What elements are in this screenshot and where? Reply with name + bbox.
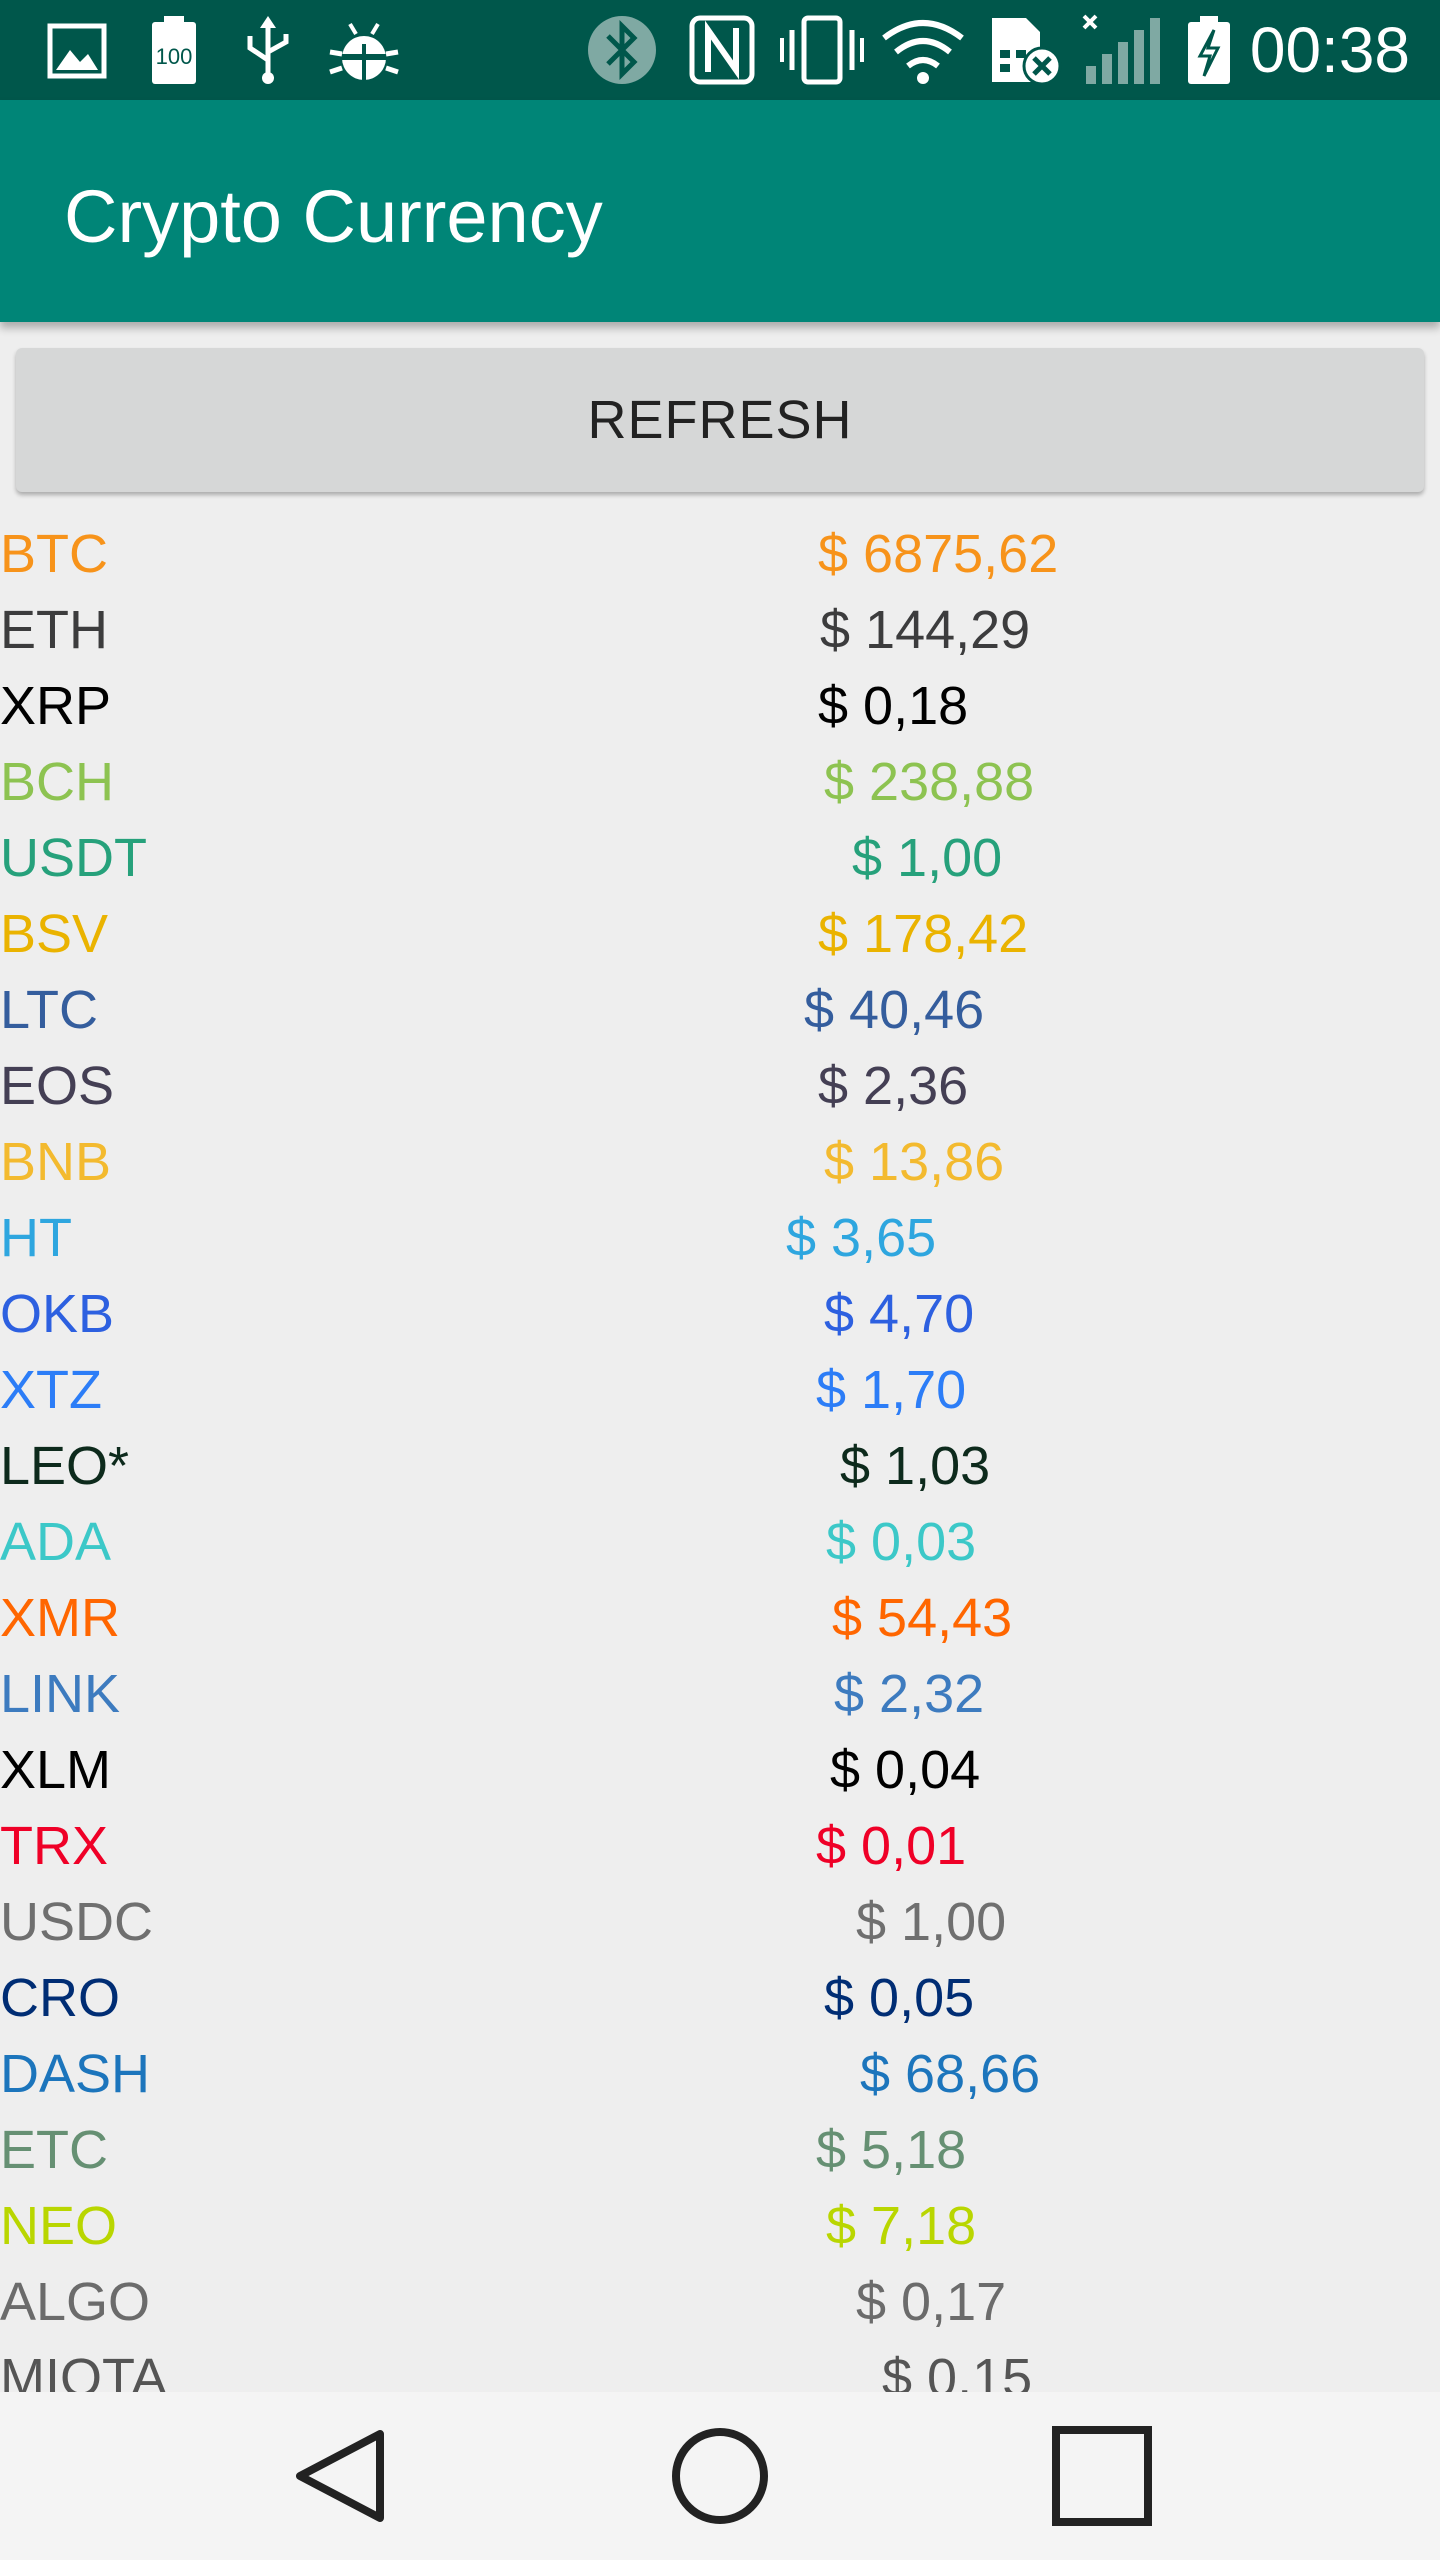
coin-price: $ 0,03 <box>826 1512 977 1572</box>
coin-row[interactable]: NEO $ 7,18 <box>0 2188 1440 2264</box>
coin-symbol: LEO* <box>0 1436 130 1496</box>
coin-row[interactable]: XRP $ 0,18 <box>0 668 1440 744</box>
coin-row[interactable]: BSV $ 178,42 <box>0 896 1440 972</box>
coin-symbol: XLM <box>0 1740 112 1800</box>
coin-symbol: XTZ <box>0 1360 102 1420</box>
coin-row[interactable]: DASH $ 68,66 <box>0 2036 1440 2112</box>
coin-symbol: ETH <box>0 600 108 660</box>
coin-price: $ 1,00 <box>852 828 1003 888</box>
coin-row[interactable]: BCH $ 238,88 <box>0 744 1440 820</box>
coin-row[interactable]: ADA $ 0,03 <box>0 1504 1440 1580</box>
coin-row[interactable]: LEO* $ 1,03 <box>0 1428 1440 1504</box>
coin-price: $ 178,42 <box>818 904 1029 964</box>
coin-symbol: USDC <box>0 1892 154 1952</box>
home-icon[interactable] <box>660 2426 780 2526</box>
coin-row[interactable]: ETH $ 144,29 <box>0 592 1440 668</box>
coin-price: $ 13,86 <box>824 1132 1005 1192</box>
vibrate-icon <box>780 15 864 85</box>
coin-price: $ 144,29 <box>820 600 1031 660</box>
coin-symbol: OKB <box>0 1284 115 1344</box>
battery-100-icon: 100 <box>152 16 196 84</box>
coin-price: $ 68,66 <box>860 2044 1041 2104</box>
app-bar: Crypto Currency <box>0 100 1440 322</box>
android-debug-icon <box>329 22 399 80</box>
coin-price: $ 0,04 <box>830 1740 981 1800</box>
coin-symbol: LTC <box>0 980 99 1040</box>
coin-row[interactable]: OKB $ 4,70 <box>0 1276 1440 1352</box>
refresh-button[interactable]: REFRESH <box>16 348 1424 492</box>
coin-symbol: HT <box>0 1208 72 1268</box>
coin-price: $ 3,65 <box>786 1208 937 1268</box>
coin-row[interactable]: MIOTA $ 0,15 <box>0 2340 1440 2392</box>
coin-symbol: XRP <box>0 676 112 736</box>
coin-symbol: CRO <box>0 1968 120 2028</box>
status-bar: 100 <box>0 0 1440 100</box>
back-icon[interactable] <box>282 2426 402 2526</box>
coin-symbol: XMR <box>0 1588 120 1648</box>
sim-error-icon <box>992 18 1062 86</box>
gallery-icon <box>47 23 107 79</box>
coin-symbol: BNB <box>0 1132 112 1192</box>
coin-symbol: DASH <box>0 2044 151 2104</box>
coin-price: $ 40,46 <box>804 980 985 1040</box>
coin-price: $ 6875,62 <box>818 524 1059 584</box>
coin-row[interactable]: BTC $ 6875,62 <box>0 516 1440 592</box>
coin-symbol: ADA <box>0 1512 112 1572</box>
coin-price: $ 2,32 <box>834 1664 985 1724</box>
coin-row[interactable]: LINK $ 2,32 <box>0 1656 1440 1732</box>
wifi-icon <box>882 20 964 84</box>
coin-symbol: BCH <box>0 752 115 812</box>
clock-time: 00:38 <box>1249 14 1410 86</box>
coin-price: $ 0,01 <box>816 1816 967 1876</box>
coin-row[interactable]: ALGO $ 0,17 <box>0 2264 1440 2340</box>
app-title: Crypto Currency <box>64 175 603 258</box>
coin-price: $ 1,70 <box>816 1360 967 1420</box>
coin-row[interactable]: LTC $ 40,46 <box>0 972 1440 1048</box>
coin-row[interactable]: USDT $ 1,00 <box>0 820 1440 896</box>
usb-icon <box>247 16 289 84</box>
coin-symbol: ALGO <box>0 2272 151 2332</box>
coin-price: $ 54,43 <box>832 1588 1013 1648</box>
coin-price: $ 238,88 <box>824 752 1035 812</box>
bluetooth-icon <box>588 16 656 84</box>
coin-row[interactable]: CRO $ 0,05 <box>0 1960 1440 2036</box>
coin-list[interactable]: BTC $ 6875,62 ETH $ 144,29 XRP $ 0,18 BCH $ 238… <box>0 516 1440 2392</box>
coin-price: $ 0,17 <box>856 2272 1007 2332</box>
coin-symbol: MIOTA <box>0 2348 167 2392</box>
coin-row[interactable]: USDC $ 1,00 <box>0 1884 1440 1960</box>
coin-price: $ 0,05 <box>824 1968 975 2028</box>
svg-text:100: 100 <box>156 44 193 69</box>
coin-row[interactable]: EOS $ 2,36 <box>0 1048 1440 1124</box>
battery-charging-icon <box>1188 16 1230 84</box>
coin-price: $ 7,18 <box>826 2196 977 2256</box>
coin-symbol: USDT <box>0 828 147 888</box>
coin-symbol: BSV <box>0 904 109 964</box>
coin-row[interactable]: HT $ 3,65 <box>0 1200 1440 1276</box>
coin-symbol: LINK <box>0 1664 121 1724</box>
coin-price: $ 0,18 <box>818 676 969 736</box>
navigation-bar <box>0 2392 1440 2560</box>
coin-row[interactable]: XLM $ 0,04 <box>0 1732 1440 1808</box>
coin-price: $ 1,00 <box>856 1892 1007 1952</box>
coin-price: $ 1,03 <box>840 1436 991 1496</box>
coin-symbol: TRX <box>0 1816 108 1876</box>
coin-price: $ 4,70 <box>824 1284 975 1344</box>
coin-price: $ 2,36 <box>818 1056 969 1116</box>
signal-icon <box>1082 14 1160 84</box>
recents-icon[interactable] <box>1040 2426 1160 2526</box>
coin-row[interactable]: TRX $ 0,01 <box>0 1808 1440 1884</box>
coin-symbol: ETC <box>0 2120 108 2180</box>
coin-symbol: EOS <box>0 1056 115 1116</box>
coin-row[interactable]: BNB $ 13,86 <box>0 1124 1440 1200</box>
nfc-icon <box>689 15 755 85</box>
coin-price: $ 5,18 <box>816 2120 967 2180</box>
coin-symbol: BTC <box>0 524 108 584</box>
coin-row[interactable]: XMR $ 54,43 <box>0 1580 1440 1656</box>
coin-price: $ 0,15 <box>882 2348 1033 2392</box>
coin-row[interactable]: ETC $ 5,18 <box>0 2112 1440 2188</box>
coin-row[interactable]: XTZ $ 1,70 <box>0 1352 1440 1428</box>
coin-symbol: NEO <box>0 2196 118 2256</box>
